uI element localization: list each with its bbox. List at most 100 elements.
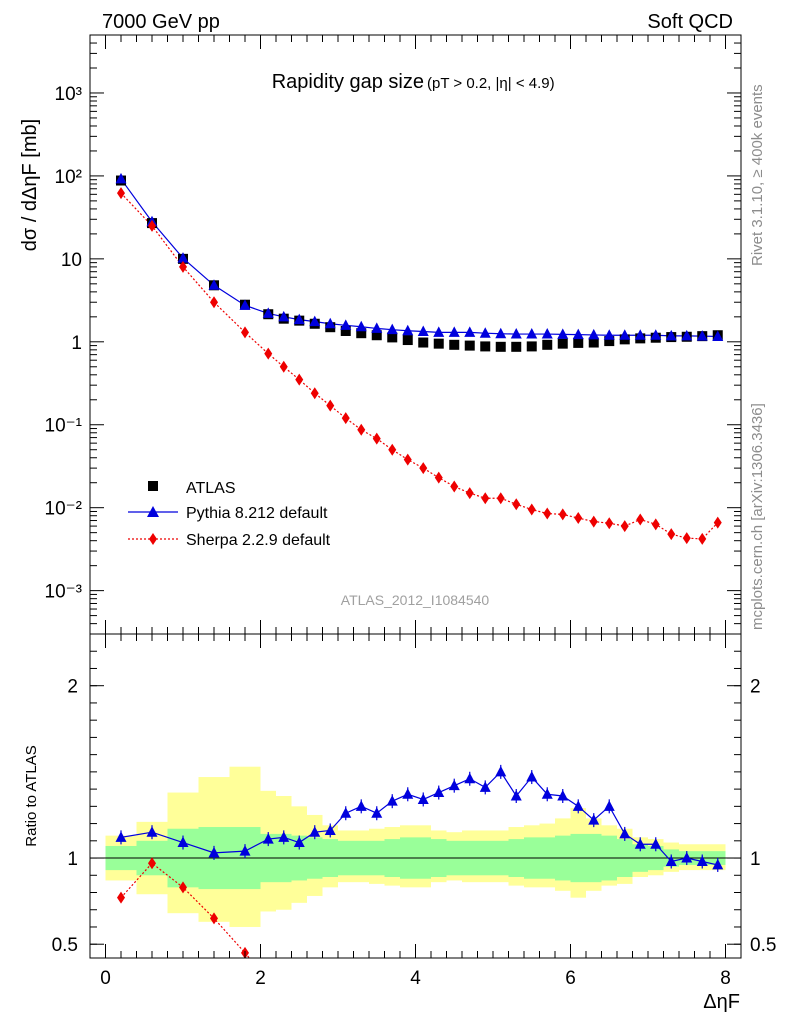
legend-atlas-marker: [148, 481, 158, 491]
sherpa-point: [419, 462, 428, 475]
x-tick-label: 8: [720, 968, 731, 989]
ratio-y-tick-label-left: 2: [67, 677, 78, 698]
ratio-pythia-point: [572, 800, 584, 811]
ratio-pythia-point: [115, 831, 127, 842]
sherpa-point: [698, 532, 707, 545]
ratio-pythia-point: [177, 836, 189, 848]
sherpa-point: [636, 513, 645, 526]
sherpa-point: [465, 487, 474, 500]
sherpa-line: [120, 192, 719, 540]
pythia-point: [386, 323, 398, 335]
sherpa-point: [357, 423, 366, 436]
sherpa-point: [179, 260, 187, 273]
atlas-point: [387, 332, 398, 343]
pythia-point: [278, 310, 290, 322]
ratio-sherpa-point: [117, 891, 125, 904]
sherpa-point: [264, 347, 273, 360]
ratio-pythia-point: [448, 779, 460, 791]
ratio-y-tick-label-left: 1: [67, 849, 78, 870]
sherpa-point: [667, 528, 676, 541]
atlas-point: [588, 337, 599, 348]
pythia-point: [293, 313, 305, 325]
ratio-pythia-point: [278, 831, 290, 842]
ratio-pythia-point: [433, 786, 445, 798]
pythia-point: [479, 327, 491, 338]
sherpa-point: [241, 326, 249, 339]
pythia-point: [433, 326, 445, 337]
pythia-point: [526, 328, 538, 339]
y-tick-label: 1: [71, 333, 82, 354]
atlas-point: [557, 338, 568, 349]
main-axis-ticks: 10⁻³ 10⁻² 10⁻¹ 1 10 10² 10³: [45, 34, 741, 635]
sherpa-point: [620, 520, 629, 533]
x-tick-label: 2: [255, 968, 266, 989]
pythia-point: [634, 329, 646, 340]
ratio-pythia-point: [293, 836, 305, 848]
sherpa-point: [388, 443, 397, 456]
sherpa-point: [341, 412, 350, 425]
chart-title: Rapidity gap size: [272, 71, 424, 93]
ratio-pythia-point: [464, 772, 476, 784]
ratio-pythia-point: [712, 858, 724, 870]
atlas-point: [449, 339, 460, 350]
pythia-point: [712, 330, 724, 341]
pythia-point: [541, 328, 553, 339]
pythia-point: [417, 325, 429, 337]
sherpa-point: [481, 492, 490, 505]
ratio-clip-group: [90, 764, 741, 958]
sherpa-point: [279, 360, 288, 373]
sherpa-point: [310, 387, 319, 400]
pythia-point: [464, 326, 476, 337]
sherpa-point: [527, 503, 536, 516]
legend-pythia-label: Pythia 8.212 default: [186, 505, 328, 522]
atlas-point: [433, 338, 444, 349]
pythia-point: [371, 322, 383, 333]
ratio-pythia-point: [262, 833, 274, 844]
legend-sherpa-marker: [149, 533, 157, 545]
pythia-point: [557, 328, 569, 339]
pythia-point: [619, 329, 631, 340]
legend: ATLAS Pythia 8.212 default Sherpa 2.2.9 …: [128, 480, 331, 549]
legend-item-sherpa: Sherpa 2.2.9 default: [128, 532, 331, 549]
y-tick-label: 10: [61, 250, 82, 271]
ratio-y-tick-label-right: 1: [750, 849, 761, 870]
atlas-point: [464, 340, 475, 351]
pythia-point: [340, 319, 352, 330]
ratio-pythia-point: [619, 827, 631, 839]
legend-item-pythia: Pythia 8.212 default: [128, 505, 328, 522]
sherpa-point: [403, 453, 412, 466]
ratio-panel: 0.5 0.5 1 1 2 2 0 2 4 6 8 Ratio to ATLAS ΔηF: [23, 633, 776, 1013]
sherpa-point: [543, 507, 552, 520]
atlas-point: [356, 328, 367, 339]
atlas-point: [418, 337, 429, 348]
pythia-point: [208, 279, 220, 290]
pythia-line: [120, 178, 718, 338]
atlas-point: [371, 330, 382, 341]
pythia-point: [355, 320, 367, 332]
sherpa-point: [117, 187, 125, 200]
ratio-pythia-point: [603, 800, 615, 811]
atlas-point: [604, 336, 615, 347]
analysis-watermark: ATLAS_2012_I1084540: [341, 592, 490, 608]
ratio-uncertainty-bands: [105, 766, 726, 927]
x-tick-label: 4: [410, 968, 421, 989]
ratio-plot-frame: [89, 633, 742, 959]
ratio-pythia-point: [208, 846, 220, 858]
pythia-point: [603, 329, 615, 340]
ratio-pythia-point: [239, 845, 251, 856]
pythia-point: [262, 307, 274, 318]
y-tick-label: 10⁻²: [45, 499, 83, 520]
rivet-version-label: Rivet 3.1.10, ≥ 400k events: [749, 84, 766, 266]
atlas-point: [573, 337, 584, 348]
y-tick-label: 10²: [55, 167, 82, 188]
process-label: Soft QCD: [647, 11, 733, 33]
pythia-point: [324, 317, 336, 329]
sherpa-point: [450, 480, 459, 493]
ratio-pythia-point: [696, 855, 708, 866]
ratio-y-tick-label-left: 0.5: [52, 935, 78, 956]
pythia-point: [177, 252, 189, 263]
y-tick-label: 10⁻¹: [45, 416, 83, 437]
ratio-y-axis-label: Ratio to ATLAS: [23, 745, 40, 846]
sherpa-point: [326, 399, 335, 412]
ratio-data-layer: [115, 764, 724, 958]
